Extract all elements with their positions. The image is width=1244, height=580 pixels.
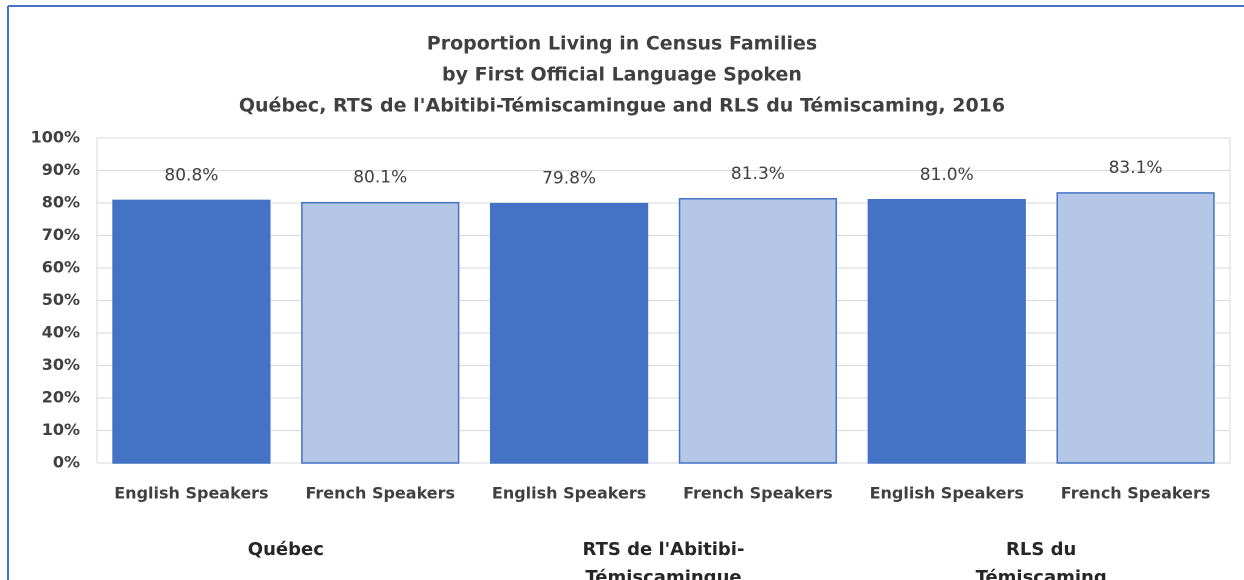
bar <box>112 199 271 464</box>
group-label: RLS du Témiscaming <box>975 539 1107 580</box>
value-label: 79.8% <box>542 169 596 189</box>
y-tick-label: 70% <box>42 225 80 244</box>
y-tick-label: 100% <box>31 128 80 147</box>
bar <box>867 199 1026 464</box>
chart-title: by First Official Language Spoken <box>442 64 802 86</box>
plot-border <box>96 137 1231 464</box>
chart-title: Proportion Living in Census Families <box>427 33 817 55</box>
bar <box>678 198 838 464</box>
group-label: Québec <box>247 539 324 560</box>
group-label: RTS de l'Abitibi-Témiscamingue <box>582 539 745 580</box>
y-tick-label: 40% <box>42 323 80 342</box>
value-label: 83.1% <box>1109 158 1163 178</box>
value-label: 80.8% <box>164 165 218 185</box>
chart-title: Québec, RTS de l'Abitibi-Témiscamingue a… <box>239 95 1005 117</box>
value-label: 81.3% <box>731 164 785 184</box>
y-tick-label: 10% <box>42 420 80 439</box>
x-tick-label: English Speakers <box>870 484 1024 503</box>
bar <box>489 202 649 464</box>
value-label: 80.1% <box>353 168 407 188</box>
x-tick-label: English Speakers <box>492 484 646 503</box>
x-tick-label: French Speakers <box>1061 484 1211 503</box>
x-tick-label: French Speakers <box>683 484 833 503</box>
y-tick-label: 0% <box>53 453 80 472</box>
bar <box>1056 192 1215 464</box>
y-tick-label: 20% <box>42 388 80 407</box>
y-tick-label: 60% <box>42 258 80 277</box>
y-tick-label: 90% <box>42 160 80 179</box>
y-tick-label: 50% <box>42 290 80 309</box>
y-tick-label: 30% <box>42 355 80 374</box>
x-tick-label: French Speakers <box>305 484 455 503</box>
y-tick-label: 80% <box>42 193 80 212</box>
x-tick-label: English Speakers <box>114 484 268 503</box>
value-label: 81.0% <box>920 165 974 185</box>
bar <box>301 201 460 464</box>
